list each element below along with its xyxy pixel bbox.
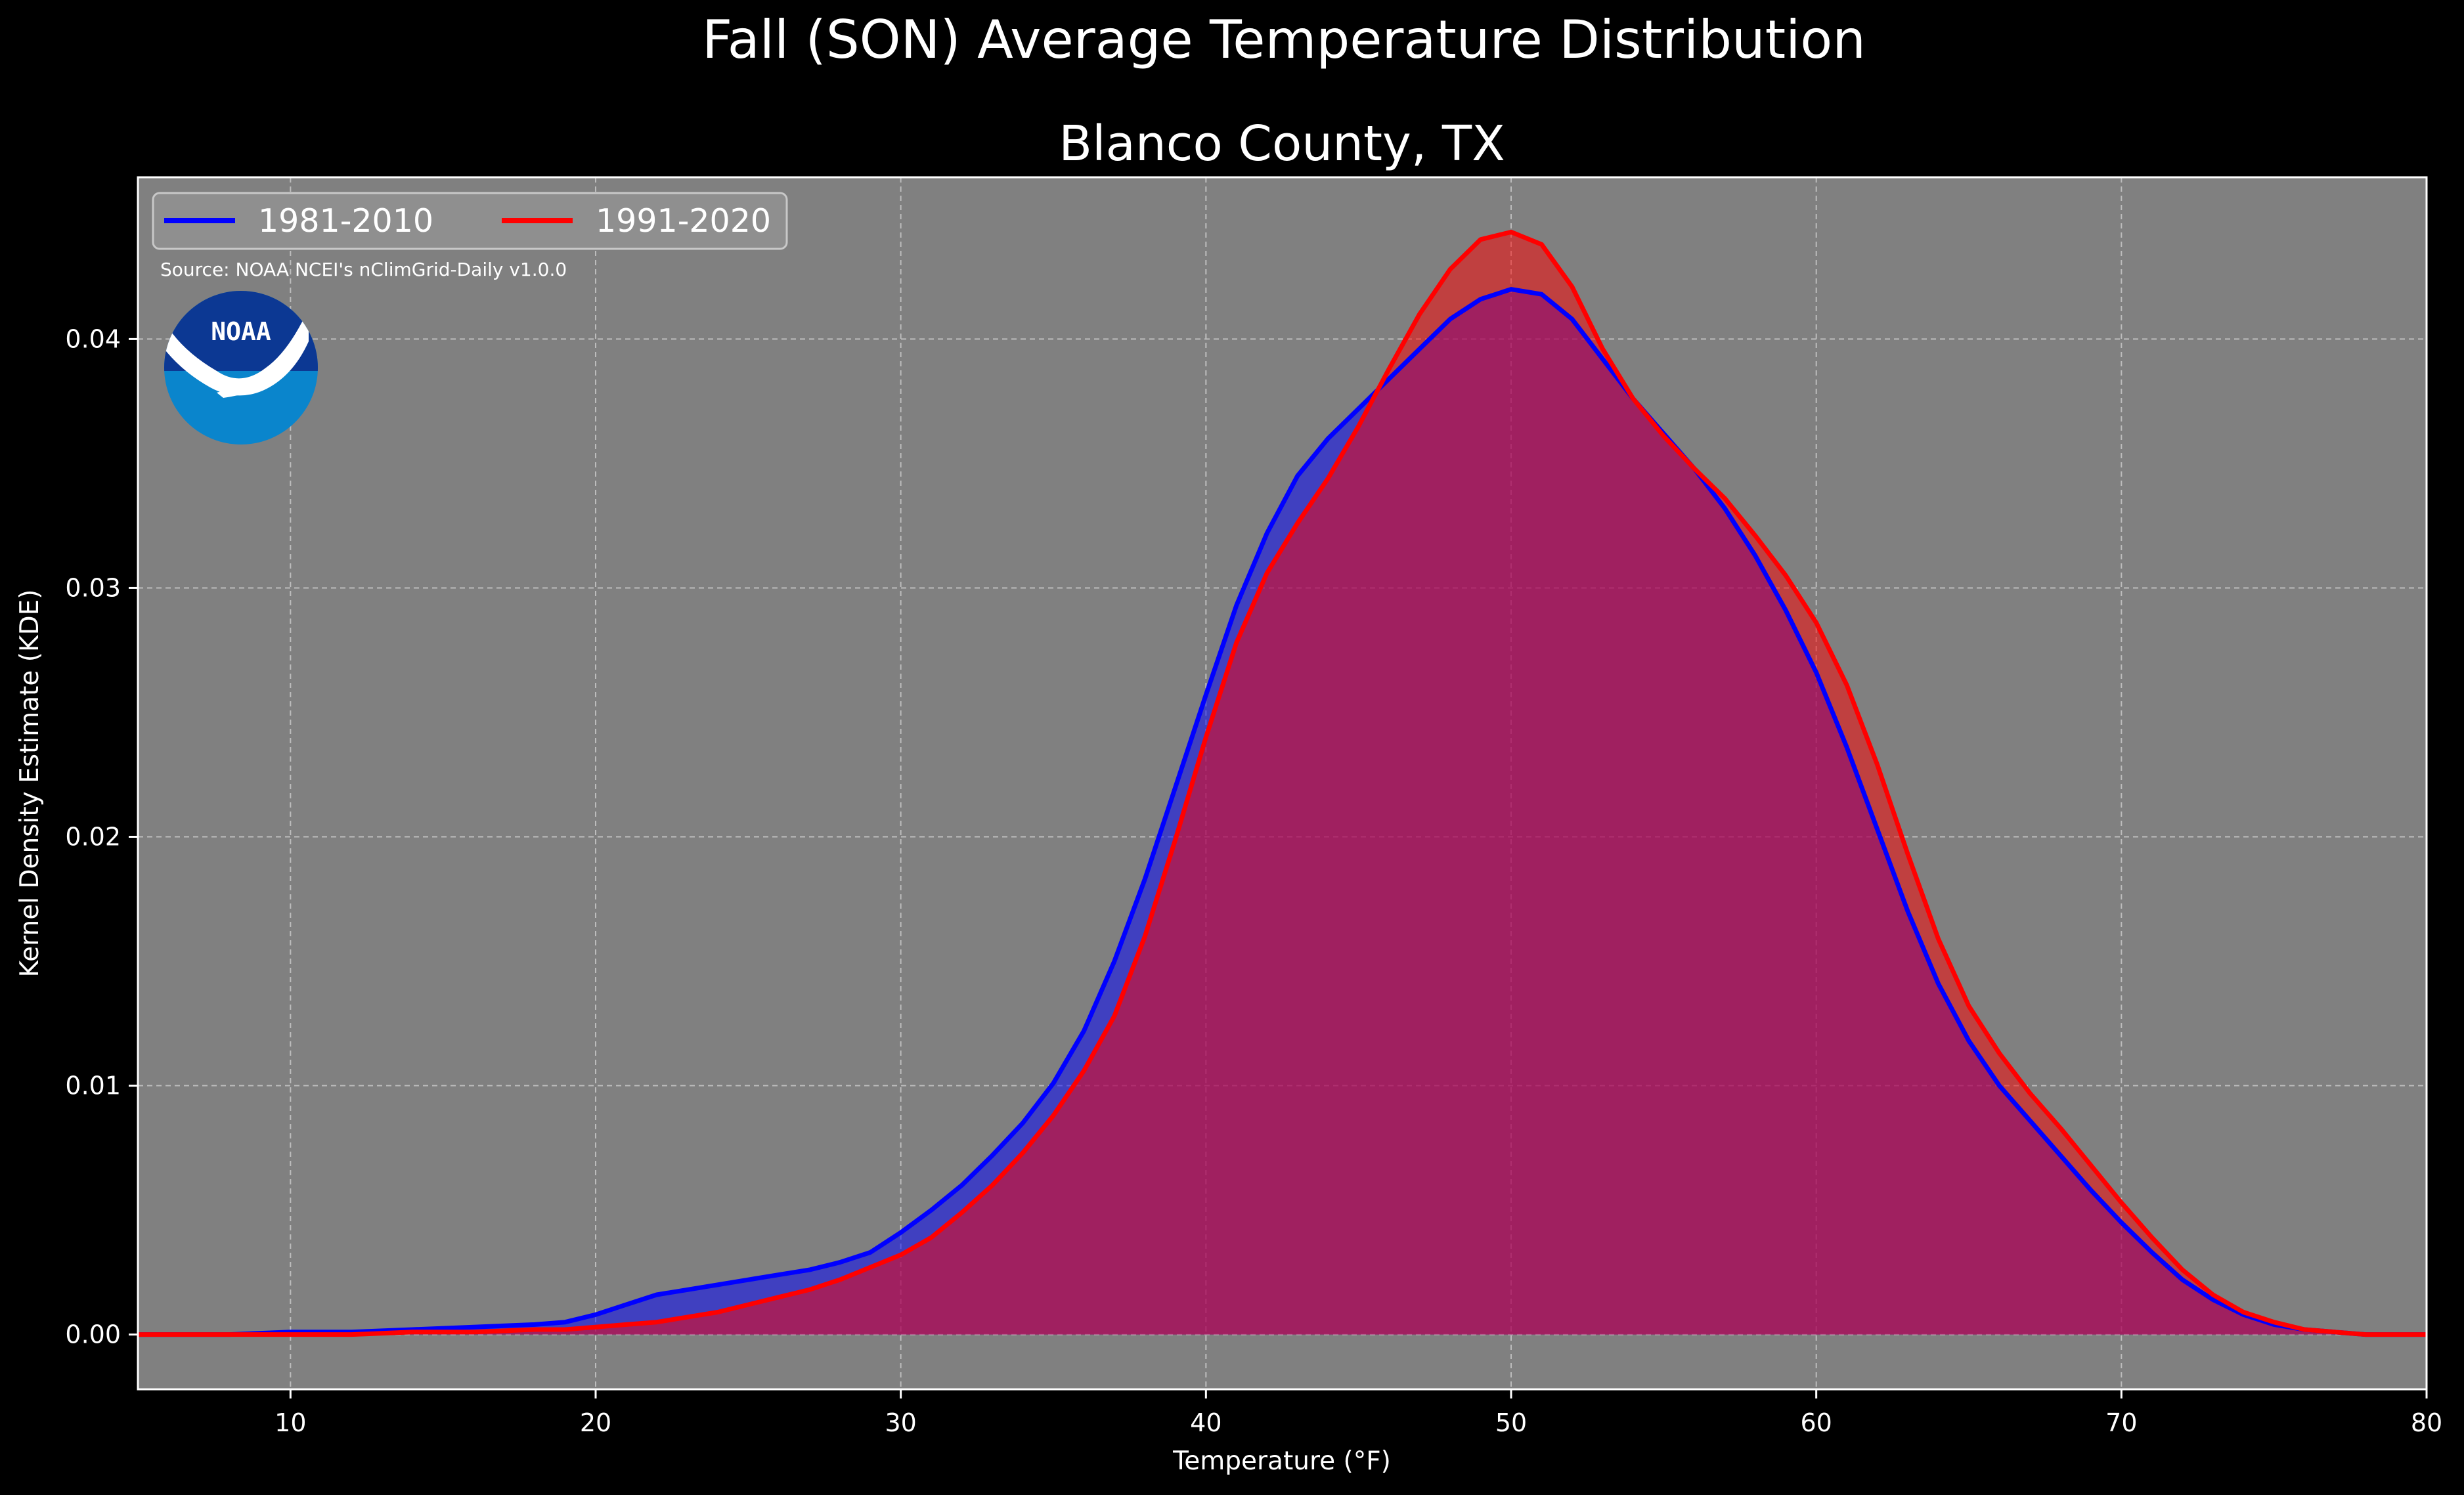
x-tick-label-80: 80 [2411,1408,2442,1437]
legend: 1981-2010 1991-2020 [152,192,788,250]
series-layer [138,229,2427,1337]
area-series-1991-2020 [138,232,2427,1335]
line-series-1981-2010 [138,287,2427,1337]
x-tick-label-10: 10 [275,1408,306,1437]
y-axis-label: Kernel Density Estimate (KDE) [15,590,45,978]
y-tick-label-1: 0.01 [65,1072,121,1100]
x-tick-label-20: 20 [580,1408,611,1437]
ticks: 10 20 30 40 50 60 70 80 0.00 0.01 0.02 0.03 0.04 [65,324,2442,1437]
legend-label-1981-2010: 1981-2010 [258,202,433,240]
legend-box [152,192,788,250]
y-tick-label-4: 0.04 [65,324,121,353]
noaa-logo-text: NOAA [211,317,271,346]
source-note: Source: NOAA NCEI's nClimGrid-Daily v1.0… [160,259,567,280]
x-tick-label-70: 70 [2105,1408,2137,1437]
x-tick-label-30: 30 [885,1408,916,1437]
chart-title: Blanco County, TX [1059,116,1505,172]
chart-suptitle: Fall (SON) Average Temperature Distribut… [702,9,1866,70]
legend-label-1991-2020: 1991-2020 [596,202,771,240]
y-tick-label-3: 0.03 [65,573,121,602]
x-tick-label-50: 50 [1495,1408,1527,1437]
x-tick-label-60: 60 [1800,1408,1832,1437]
x-tick-label-40: 40 [1190,1408,1221,1437]
line-series-1991-2020 [138,229,2427,1337]
plot-frame [137,176,2428,1391]
y-tick-label-0: 0.00 [65,1320,121,1349]
x-axis-label: Temperature (°F) [1172,1446,1391,1476]
y-tick-label-2: 0.02 [65,822,121,851]
